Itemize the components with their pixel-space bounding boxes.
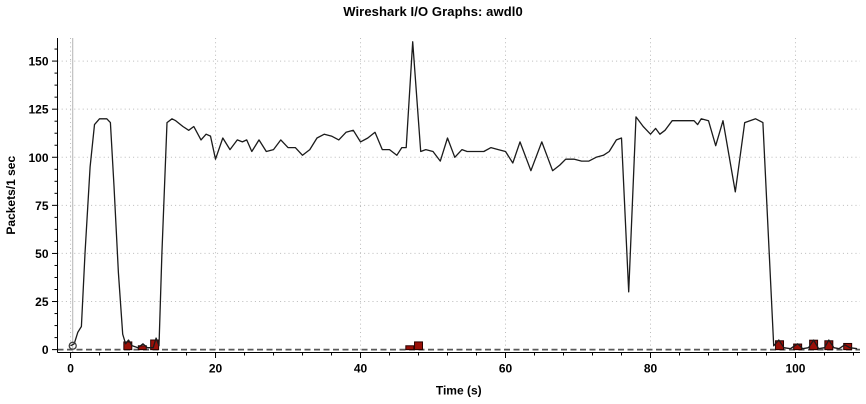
selected-point-marker bbox=[68, 341, 77, 350]
y-ticks: 0 25 50 75 100 125 150 bbox=[28, 48, 58, 357]
error-bar bbox=[405, 345, 415, 351]
y-tick-label: 150 bbox=[28, 55, 48, 69]
y-tick-label: 0 bbox=[42, 343, 49, 357]
x-tick-label: 80 bbox=[644, 362, 658, 376]
y-tick-label: 125 bbox=[28, 103, 48, 117]
x-axis-title: Time (s) bbox=[436, 384, 482, 398]
x-ticks: 0 20 40 60 80 100 bbox=[67, 352, 854, 376]
y-tick-label: 100 bbox=[28, 151, 48, 165]
x-tick-label: 20 bbox=[209, 362, 223, 376]
y-gridlines bbox=[57, 60, 860, 303]
y-tick-label: 50 bbox=[35, 247, 49, 261]
y-tick-label: 75 bbox=[35, 199, 49, 213]
x-tick-label: 40 bbox=[354, 362, 368, 376]
error-bar bbox=[414, 341, 424, 351]
error-bars-series bbox=[123, 339, 853, 351]
x-gridlines bbox=[70, 38, 796, 353]
x-tick-label: 60 bbox=[499, 362, 513, 376]
chart-title: Wireshark I/O Graphs: awdl0 bbox=[343, 4, 523, 19]
y-tick-label: 25 bbox=[35, 295, 49, 309]
x-tick-label: 100 bbox=[785, 362, 805, 376]
packets-line-series bbox=[70, 41, 858, 350]
y-axis-title: Packets/1 sec bbox=[4, 156, 18, 235]
x-tick-label: 0 bbox=[67, 362, 74, 376]
